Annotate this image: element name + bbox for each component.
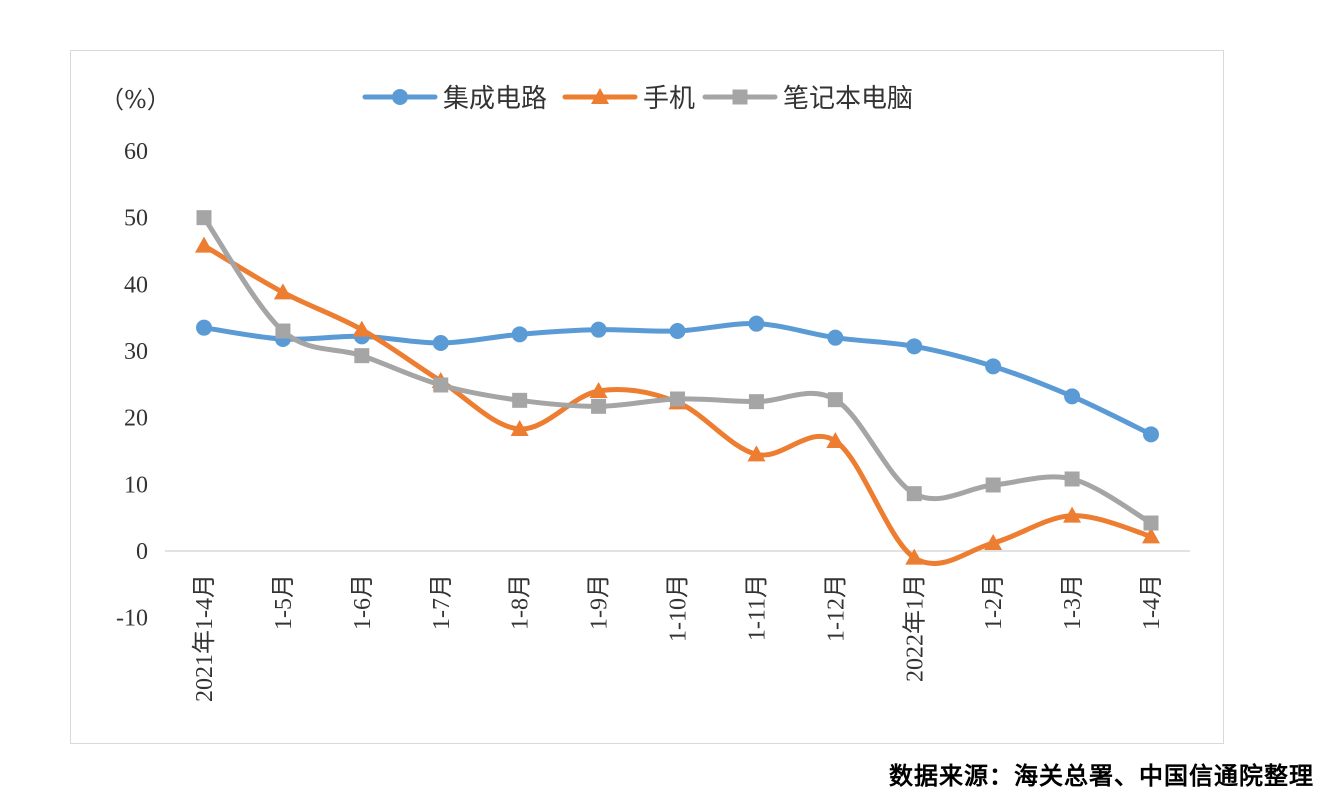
- data-point: [354, 348, 370, 364]
- y-axis-unit-label: （%）: [100, 86, 171, 114]
- legend-swatch-marker: [732, 89, 748, 105]
- data-point: [1142, 527, 1160, 544]
- data-point: [827, 392, 843, 408]
- series-layer: [195, 210, 1160, 566]
- data-point: [352, 320, 371, 337]
- data-point: [511, 326, 528, 343]
- legend-swatch-marker: [392, 89, 408, 105]
- y-tick-label: 40: [124, 272, 148, 298]
- legend: 集成电路 手机 笔记本电脑: [362, 84, 913, 114]
- data-point: [510, 420, 529, 436]
- y-tick-label: 60: [124, 139, 148, 165]
- data-point: [432, 335, 449, 351]
- data-point: [669, 323, 686, 339]
- x-tick-label: 1-11月: [744, 574, 770, 641]
- series-1: [196, 315, 1159, 443]
- data-point: [747, 445, 766, 462]
- x-tick-label: 1-9月: [587, 574, 613, 630]
- legend-label: 笔记本电脑: [783, 84, 913, 114]
- data-point: [826, 432, 845, 448]
- data-point: [512, 392, 528, 408]
- data-point: [1143, 426, 1159, 443]
- data-point: [905, 548, 924, 565]
- x-tick-label: 1-6月: [350, 574, 376, 630]
- data-point: [591, 398, 607, 414]
- x-tick-label: 1-5月: [271, 574, 297, 630]
- data-point: [985, 358, 1002, 375]
- data-point: [748, 394, 764, 410]
- legend-item: 手机: [562, 84, 695, 114]
- data-point: [984, 534, 1003, 550]
- y-tick-label: 30: [124, 339, 148, 365]
- data-point: [670, 391, 685, 407]
- data-point: [906, 338, 923, 355]
- legend-item: 笔记本电脑: [702, 84, 913, 114]
- x-tick-label: 1-3月: [1060, 574, 1086, 630]
- x-tick-label: 1-10月: [666, 574, 692, 642]
- data-point: [433, 377, 449, 393]
- x-tick-label: 2021年1-4月: [191, 574, 218, 702]
- data-point: [827, 329, 844, 346]
- x-tick-label: 1-8月: [508, 574, 534, 630]
- x-tick-label: 2022年1月: [901, 574, 928, 682]
- legend-swatch-marker: [591, 88, 609, 104]
- data-point: [906, 486, 922, 502]
- x-axis-ticks: 2021年1-4月 1-5月 1-6月 1-7月 1-8月 1-9月 1-10月 1-11月 1…: [191, 574, 1165, 702]
- data-point: [985, 477, 1001, 493]
- legend-label: 集成电路: [443, 84, 547, 114]
- data-point: [590, 321, 607, 338]
- legend-label: 手机: [643, 84, 695, 114]
- data-point: [196, 210, 212, 226]
- data-point: [1063, 506, 1082, 523]
- y-tick-label: 50: [124, 206, 148, 232]
- chart-frame: [70, 50, 1224, 744]
- data-point: [196, 319, 212, 336]
- legend-item: 集成电路: [362, 84, 547, 114]
- y-tick-label: 20: [124, 406, 148, 432]
- data-point: [1064, 388, 1081, 405]
- data-point: [273, 283, 292, 300]
- series-3: [196, 210, 1159, 531]
- x-tick-label: 1-2月: [981, 574, 1007, 630]
- x-tick-label: 1-4月: [1139, 574, 1165, 630]
- y-tick-label: -10: [116, 606, 148, 632]
- y-tick-label: 10: [124, 472, 148, 498]
- series-line: [201, 321, 1154, 437]
- y-axis-ticks: -10 0 10 20 30 40 50 60: [116, 139, 148, 632]
- data-point: [275, 323, 291, 339]
- data-point: [1143, 515, 1159, 531]
- y-tick-label: 0: [136, 539, 148, 565]
- data-point: [748, 315, 765, 332]
- x-tick-label: 1-12月: [823, 574, 849, 642]
- data-point: [195, 236, 213, 253]
- source-note: 数据来源：海关总署、中国信通院整理: [889, 761, 1314, 790]
- data-point: [1064, 471, 1080, 487]
- data-point: [589, 382, 608, 398]
- x-tick-label: 1-7月: [429, 574, 455, 630]
